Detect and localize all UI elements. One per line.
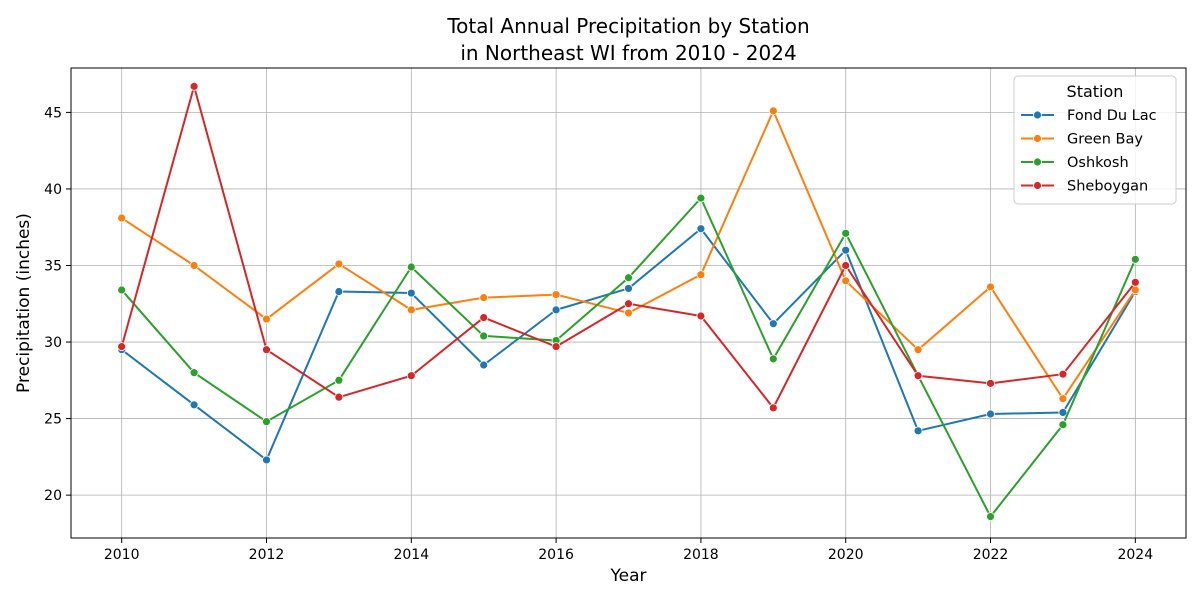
chart-title-line1: Total Annual Precipitation by Station: [446, 14, 809, 38]
legend-swatch-marker: [1033, 157, 1042, 167]
x-tick-label: 2014: [393, 547, 429, 563]
data-point: [479, 331, 489, 341]
data-point: [696, 311, 706, 321]
data-point: [334, 392, 344, 402]
data-point: [624, 284, 633, 293]
data-point: [334, 375, 344, 385]
legend-label: Green Bay: [1067, 132, 1143, 148]
data-point: [1130, 254, 1140, 264]
data-point: [479, 360, 489, 370]
data-point: [479, 293, 489, 303]
data-point: [406, 305, 416, 315]
data-point: [768, 106, 778, 116]
data-point: [841, 276, 851, 286]
data-point: [913, 426, 923, 436]
legend-swatch-marker: [1033, 181, 1042, 190]
legend-swatch-marker: [1033, 134, 1042, 143]
y-tick-label: 20: [44, 488, 62, 504]
data-point: [768, 319, 778, 329]
chart-title-line2: in Northeast WI from 2010 - 2024: [460, 41, 796, 65]
x-tick-label: 2020: [828, 547, 864, 563]
legend-item: Fond Du Lac: [1021, 108, 1157, 124]
series-green-bay: [117, 106, 1140, 404]
y-axis-label: Precipitation (inches): [14, 213, 34, 393]
x-tick-label: 2010: [104, 547, 140, 563]
data-point: [551, 305, 561, 315]
legend-item: Oshkosh: [1021, 155, 1129, 171]
data-point: [986, 282, 995, 292]
legend-items: Fond Du Lac Green Bay Oshkosh Sheboygan: [1021, 108, 1157, 195]
data-point: [262, 417, 271, 427]
legend-label: Fond Du Lac: [1067, 108, 1157, 124]
data-point: [1058, 420, 1068, 430]
data-point: [117, 285, 127, 295]
data-point: [551, 290, 561, 299]
data-point: [986, 409, 995, 419]
data-point: [189, 81, 199, 91]
data-point: [696, 193, 706, 203]
data-point: [841, 261, 851, 270]
legend-swatch-marker: [1033, 110, 1042, 120]
y-tick-label: 45: [44, 105, 62, 121]
data-point: [913, 345, 923, 355]
axis-ticks: 2010 2012 2014 2016 2018 2020 2022 2024 20 25 30 35…: [44, 105, 1153, 563]
data-point: [262, 314, 271, 324]
data-point: [1058, 394, 1068, 404]
data-point: [334, 259, 344, 269]
data-point: [768, 403, 778, 413]
data-point: [913, 371, 923, 381]
y-tick-label: 35: [44, 258, 62, 274]
data-point: [624, 308, 633, 318]
x-tick-label: 2024: [1117, 547, 1153, 563]
data-point: [841, 228, 851, 238]
x-tick-label: 2012: [249, 547, 285, 563]
data-point: [986, 378, 995, 388]
data-point: [1058, 408, 1068, 417]
x-tick-label: 2022: [973, 547, 1009, 563]
data-point: [1130, 277, 1140, 287]
legend-box: [1013, 75, 1177, 205]
data-point: [696, 270, 706, 280]
x-tick-label: 2016: [538, 547, 574, 563]
legend-item: Sheboygan: [1021, 179, 1148, 195]
data-point: [189, 261, 199, 270]
legend-item: Green Bay: [1021, 132, 1143, 148]
data-point: [696, 224, 706, 234]
data-point: [986, 512, 995, 521]
data-point: [624, 273, 633, 283]
x-axis-label: Year: [610, 566, 647, 586]
data-point: [1058, 369, 1068, 379]
y-tick-label: 40: [44, 182, 62, 198]
data-point: [262, 455, 271, 465]
legend-label: Sheboygan: [1067, 179, 1148, 195]
plot-frame: [70, 67, 1187, 539]
data-point: [189, 368, 199, 378]
data-point: [479, 313, 489, 322]
data-point: [406, 262, 416, 272]
data-point: [117, 213, 127, 223]
series-sheboygan: [117, 81, 1140, 413]
legend-title: Station: [1067, 82, 1124, 101]
x-tick-label: 2018: [683, 547, 719, 563]
data-point: [406, 288, 416, 298]
data-point: [334, 287, 344, 296]
y-tick-label: 30: [44, 335, 62, 351]
data-point: [262, 345, 271, 355]
data-point: [117, 342, 127, 352]
y-tick-label: 25: [44, 412, 62, 428]
data-point: [768, 354, 778, 364]
data-point: [189, 400, 199, 410]
legend: Station Fond Du Lac Green Bay Oshkosh Shebo…: [1013, 75, 1177, 205]
data-point: [406, 371, 416, 381]
data-point: [624, 299, 633, 309]
data-point: [841, 245, 851, 255]
series-lines: [117, 81, 1140, 521]
legend-label: Oshkosh: [1067, 155, 1129, 171]
data-point: [551, 342, 561, 352]
